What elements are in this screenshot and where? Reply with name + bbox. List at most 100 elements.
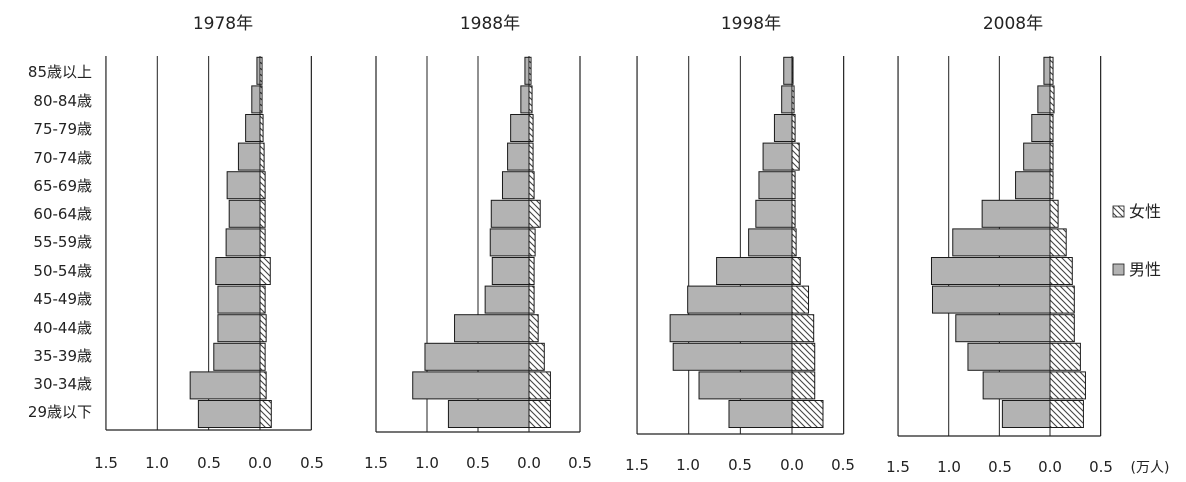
bar-male-1998年-70-74歳 (762, 142, 793, 171)
bar-female-1988年-60-64歳 (528, 199, 541, 228)
x-tick-labels-1988: 1.5 1.0 0.5 0.0 0.5 (364, 454, 592, 472)
x-tick-label: 0.0 (248, 454, 272, 472)
bar-male-1998年-50-54歳 (716, 257, 793, 285)
age-label: 85歳以上 (28, 63, 92, 81)
bar-female-1998年-29歳以下 (791, 400, 824, 428)
bar-female-2008年-45-49歳 (1049, 285, 1075, 314)
bar-male-2008年-65-69歳 (1015, 171, 1051, 200)
x-tick-label: 0.0 (1038, 458, 1062, 476)
bar-male-1988年-30-34歳 (412, 371, 530, 400)
bar-female-2008年-29歳以下 (1049, 400, 1084, 428)
bar-female-1998年-30-34歳 (791, 371, 816, 400)
bar-male-1978年-30-34歳 (189, 371, 261, 400)
bar-male-1998年-45-49歳 (687, 285, 793, 314)
bar-male-1978年-55-59歳 (225, 228, 261, 257)
bar-male-2008年-40-44歳 (955, 314, 1051, 343)
bar-male-2008年-80-84歳 (1037, 85, 1051, 114)
bar-female-1978年-55-59歳 (259, 228, 266, 257)
age-label: 60-64歳 (33, 205, 92, 223)
bar-female-1998年-55-59歳 (791, 228, 797, 257)
bar-male-1988年-45-49歳 (484, 285, 530, 314)
bar-female-1988年-65-69歳 (528, 171, 535, 200)
x-tick-label: 0.0 (780, 456, 804, 474)
bar-female-1988年-29歳以下 (528, 400, 551, 428)
x-tick-label: 0.5 (300, 454, 324, 472)
bar-male-1988年-35-39歳 (424, 342, 530, 371)
age-label: 65-69歳 (33, 177, 92, 195)
bar-female-2008年-30-34歳 (1049, 371, 1086, 400)
bar-female-1978年-65-69歳 (259, 171, 266, 200)
pyramid-panel-1988 (375, 56, 581, 433)
age-label: 75-79歳 (33, 120, 92, 138)
bar-male-1978年-35-39歳 (213, 342, 261, 371)
pyramid-panel-1978 (105, 56, 312, 431)
bar-male-1978年-80-84歳 (251, 85, 261, 114)
bar-male-2008年-50-54歳 (930, 257, 1051, 285)
age-label: 35-39歳 (33, 347, 92, 365)
panel-title: 2008年 (983, 14, 1043, 34)
bar-male-1998年-60-64歳 (755, 199, 793, 228)
bar-female-1988年-40-44歳 (528, 314, 539, 343)
legend-female-label: 女性 (1129, 202, 1161, 221)
bar-male-2008年-30-34歳 (982, 371, 1051, 400)
bar-male-1998年-65-69歳 (758, 171, 793, 200)
pyramid-panel-1998 (636, 56, 845, 435)
x-tick-label: 0.5 (1089, 458, 1113, 476)
bar-male-2008年-55-59歳 (952, 228, 1051, 257)
bar-male-1978年-70-74歳 (237, 142, 261, 171)
bar-male-1988年-50-54歳 (491, 257, 530, 285)
bar-male-1998年-80-84歳 (781, 85, 793, 114)
bar-male-2008年-85歳以上 (1043, 56, 1051, 85)
pyramid-panel-2008 (897, 56, 1102, 437)
x-tick-label: 0.5 (831, 456, 855, 474)
bar-female-1988年-75-79歳 (528, 114, 534, 142)
bar-male-1998年-85歳以上 (783, 56, 793, 85)
bar-male-2008年-75-79歳 (1031, 114, 1051, 142)
bar-male-1978年-50-54歳 (215, 257, 261, 285)
x-tick-label: 1.0 (145, 454, 169, 472)
bar-female-1978年-75-79歳 (259, 114, 264, 142)
bar-female-1998年-75-79歳 (791, 114, 796, 142)
age-label: 80-84歳 (33, 92, 92, 110)
bar-female-2008年-70-74歳 (1049, 142, 1054, 171)
x-tick-label: 0.0 (517, 454, 541, 472)
bar-female-1998年-80-84歳 (791, 85, 795, 114)
bar-female-1978年-45-49歳 (259, 285, 266, 314)
bar-female-1988年-85歳以上 (528, 56, 532, 85)
bar-female-2008年-35-39歳 (1049, 342, 1081, 371)
age-label: 30-34歳 (33, 375, 92, 393)
bar-male-2008年-60-64歳 (981, 199, 1051, 228)
bar-female-1988年-35-39歳 (528, 342, 545, 371)
bar-male-1978年-75-79歳 (245, 114, 261, 142)
bar-male-1998年-40-44歳 (669, 314, 793, 343)
unit-label: (万人) (1131, 460, 1170, 476)
x-tick-label: 0.5 (197, 454, 221, 472)
bar-male-1998年-75-79歳 (773, 114, 793, 142)
bar-male-2008年-29歳以下 (1001, 400, 1051, 428)
x-tick-label: 1.0 (937, 458, 961, 476)
bar-male-2008年-70-74歳 (1023, 142, 1051, 171)
bar-female-1978年-30-34歳 (259, 371, 267, 400)
bar-female-1978年-50-54歳 (259, 257, 271, 285)
x-tick-labels-2008: 1.5 1.0 0.5 0.0 0.5 (886, 458, 1113, 476)
age-label: 40-44歳 (33, 319, 92, 337)
bar-female-1998年-60-64歳 (791, 199, 796, 228)
bar-female-2008年-85歳以上 (1049, 56, 1054, 85)
bar-female-1988年-45-49歳 (528, 285, 535, 314)
legend-male-swatch (1112, 263, 1125, 276)
bar-female-1978年-60-64歳 (259, 199, 266, 228)
bar-female-1998年-85歳以上 (791, 56, 794, 85)
bar-female-1978年-85歳以上 (259, 56, 263, 85)
bar-female-2008年-60-64歳 (1049, 199, 1059, 228)
bar-male-1998年-30-34歳 (698, 371, 793, 400)
bar-female-1978年-29歳以下 (259, 400, 272, 428)
bar-male-1988年-85歳以上 (524, 56, 530, 85)
bar-female-1998年-45-49歳 (791, 285, 810, 314)
bar-female-1998年-70-74歳 (791, 142, 800, 171)
panel-title: 1988年 (460, 14, 520, 34)
bar-male-1978年-40-44歳 (217, 314, 261, 343)
panel-title: 1998年 (721, 14, 781, 34)
bar-female-2008年-75-79歳 (1049, 114, 1054, 142)
bar-female-1998年-50-54歳 (791, 257, 801, 285)
bar-male-1988年-80-84歳 (520, 85, 530, 114)
